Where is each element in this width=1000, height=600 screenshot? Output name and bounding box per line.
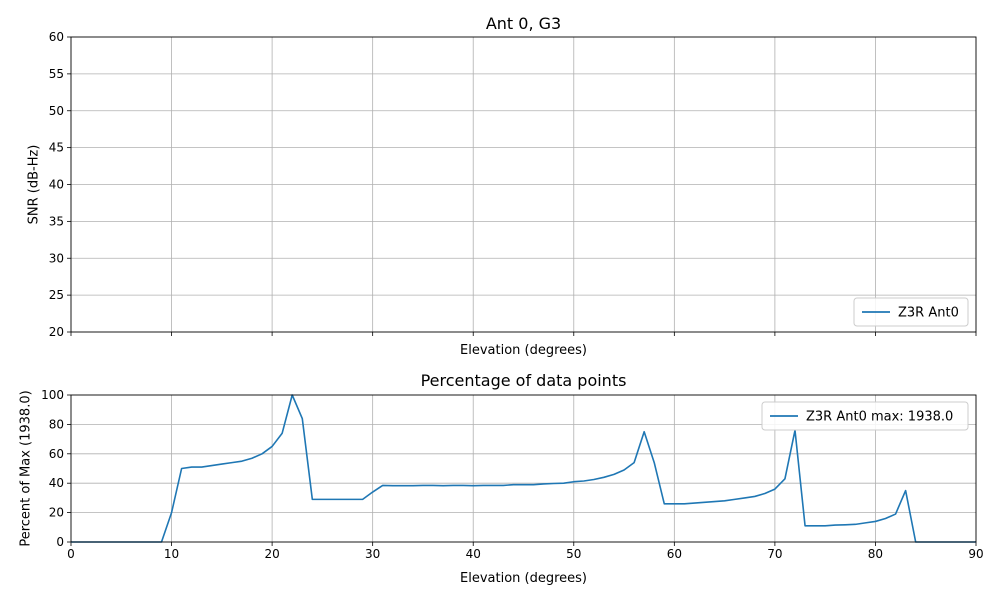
legend-label: Z3R Ant0 [898, 306, 959, 321]
x-axis-label: Elevation (degrees) [460, 343, 587, 358]
y-tick-label: 60 [49, 30, 64, 44]
legend-box [853, 297, 969, 327]
y-tick-label: 35 [49, 214, 64, 228]
legend: Z3R Ant0 [853, 297, 969, 327]
percentage-plot: 0 10 20 30 40 50 60 70 80 90 0 20 40 60 80 100 Z3R Ant0 … [41, 388, 984, 561]
x-tick-label: 30 [365, 547, 380, 561]
x-tick-label: 50 [566, 547, 581, 561]
y-axis-label: Percent of Max (1938.0) [19, 390, 34, 546]
y-tick-label: 50 [49, 104, 64, 118]
y-tick-label: 30 [49, 251, 64, 265]
legend-box [761, 401, 969, 431]
x-axis-label: Elevation (degrees) [460, 571, 587, 586]
y-tick-label: 40 [49, 476, 64, 490]
x-tick-label: 0 [67, 547, 75, 561]
y-tick-label: 45 [49, 141, 64, 155]
series-line [71, 394, 976, 543]
y-tick-label: 0 [56, 535, 64, 549]
chart-title: Percentage of data points [421, 371, 627, 390]
x-tick-label: 20 [264, 547, 279, 561]
y-tick-label: 20 [49, 325, 64, 339]
x-tick-label: 90 [968, 547, 983, 561]
y-tick-label: 25 [49, 288, 64, 302]
y-tick-label: 55 [49, 67, 64, 81]
axes-frame [70, 394, 977, 543]
y-tick-label: 40 [49, 178, 64, 192]
y-axis-label: SNR (dB-Hz) [27, 145, 42, 225]
axes-frame [70, 36, 977, 333]
snr-plot: 20 25 30 35 40 45 50 55 60 Z3R Ant0 [49, 30, 977, 339]
x-tick-label: 80 [868, 547, 883, 561]
legend: Z3R Ant0 max: 1938.0 [761, 401, 969, 431]
x-tick-label: 40 [466, 547, 481, 561]
y-tick-label: 60 [49, 447, 64, 461]
x-tick-label: 10 [164, 547, 179, 561]
y-tick-label: 20 [49, 506, 64, 520]
x-tick-label: 60 [667, 547, 682, 561]
y-tick-label: 100 [41, 388, 64, 402]
legend-label: Z3R Ant0 max: 1938.0 [806, 410, 953, 425]
y-tick-label: 80 [49, 417, 64, 431]
x-tick-label: 70 [767, 547, 782, 561]
chart-title: Ant 0, G3 [486, 14, 561, 33]
